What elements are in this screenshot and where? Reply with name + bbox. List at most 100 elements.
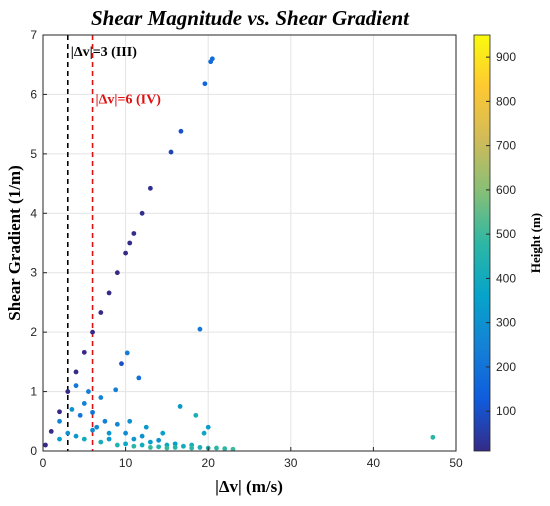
y-tick-label: 1: [30, 385, 37, 399]
data-point: [73, 433, 79, 439]
data-point: [106, 436, 112, 442]
data-point: [177, 404, 183, 409]
data-point: [181, 443, 186, 449]
data-point: [114, 442, 120, 448]
data-point: [73, 383, 79, 389]
data-point: [127, 240, 133, 246]
data-point: [106, 290, 112, 296]
data-point: [197, 326, 203, 332]
data-point: [193, 412, 199, 418]
data-point: [197, 445, 203, 450]
y-tick-label: 5: [30, 147, 37, 161]
colorbar-tick-label: 900: [496, 50, 516, 64]
data-point: [114, 421, 120, 427]
reference-line-label: |Δv|=3 (III): [71, 45, 137, 60]
data-point: [139, 433, 145, 439]
data-point: [90, 409, 95, 415]
data-point: [156, 444, 162, 450]
data-point: [136, 375, 142, 381]
data-point: [143, 424, 149, 430]
x-axis-ticks: 0 10 20 30 40 50: [40, 447, 463, 470]
data-point: [57, 409, 62, 415]
y-tick-label: 3: [30, 266, 37, 280]
data-point: [172, 445, 178, 450]
reference-line-label: |Δv|=6 (IV): [96, 92, 162, 107]
data-point: [147, 445, 153, 450]
colorbar-tick-label: 300: [496, 316, 516, 330]
data-point: [98, 439, 104, 445]
data-point: [131, 443, 137, 449]
y-tick-label: 0: [30, 444, 37, 458]
data-point: [124, 350, 130, 356]
data-point: [222, 446, 228, 451]
data-point: [131, 436, 137, 442]
data-point: [168, 149, 174, 155]
data-point: [65, 430, 71, 436]
data-point: [123, 430, 128, 436]
data-point: [57, 436, 62, 442]
data-point: [65, 389, 71, 394]
data-point: [139, 210, 145, 216]
data-point: [98, 310, 104, 315]
x-tick-label: 50: [449, 456, 463, 470]
data-point: [77, 412, 83, 418]
data-point: [57, 418, 62, 424]
data-point: [98, 395, 104, 400]
data-point: [139, 442, 145, 448]
chart-title: Shear Magnitude vs. Shear Gradient: [91, 6, 410, 30]
data-point: [189, 445, 195, 451]
data-point: [230, 446, 236, 451]
reference-labels: |Δv|=3 (III) |Δv|=6 (IV): [71, 45, 161, 108]
data-point: [201, 430, 207, 436]
data-point: [69, 407, 75, 412]
data-point: [94, 424, 100, 430]
colorbar-tick-label: 400: [496, 271, 516, 285]
data-point: [147, 185, 153, 191]
data-point: [147, 439, 153, 445]
y-tick-label: 6: [30, 87, 37, 101]
data-point: [48, 428, 54, 434]
data-point: [123, 441, 128, 447]
data-point: [81, 349, 87, 355]
y-axis-ticks: 0 1 2 3 4 5 6 7: [30, 28, 47, 458]
data-point: [90, 427, 95, 433]
data-point: [430, 434, 436, 440]
reference-lines: [66, 35, 94, 451]
data-point: [131, 231, 137, 236]
data-point: [86, 389, 91, 394]
data-point: [106, 430, 112, 436]
data-point: [214, 445, 219, 451]
colorbar-label: Height (m): [528, 213, 543, 273]
data-points: [43, 56, 436, 451]
colorbar-ticks: 100 200 300 400 500 600 700 800 900: [486, 50, 516, 418]
colorbar-tick-label: 200: [496, 360, 516, 374]
x-tick-label: 30: [284, 456, 298, 470]
data-point: [102, 418, 108, 424]
colorbar-tick-label: 800: [496, 94, 516, 108]
data-point: [81, 401, 87, 406]
x-tick-label: 20: [202, 456, 216, 470]
data-point: [127, 418, 133, 424]
data-point: [114, 270, 120, 276]
x-tick-label: 40: [367, 456, 381, 470]
data-point: [119, 361, 124, 367]
x-tick-label: 10: [119, 456, 133, 470]
data-point: [164, 445, 170, 451]
data-point: [156, 437, 162, 443]
y-tick-label: 7: [30, 28, 37, 42]
data-point: [90, 329, 95, 335]
y-tick-label: 4: [30, 206, 37, 220]
colorbar-tick-label: 500: [496, 227, 516, 241]
colorbar-tick-label: 100: [496, 404, 516, 418]
data-point: [178, 128, 184, 134]
data-point: [202, 81, 208, 87]
data-point: [209, 56, 215, 62]
colorbar-tick-label: 700: [496, 139, 516, 153]
data-point: [113, 387, 119, 393]
colorbar: [473, 34, 491, 452]
colorbar-tick-label: 600: [496, 183, 516, 197]
y-axis-label: Shear Gradient (1/m): [5, 165, 24, 321]
data-point: [205, 424, 211, 430]
data-point: [81, 436, 87, 442]
